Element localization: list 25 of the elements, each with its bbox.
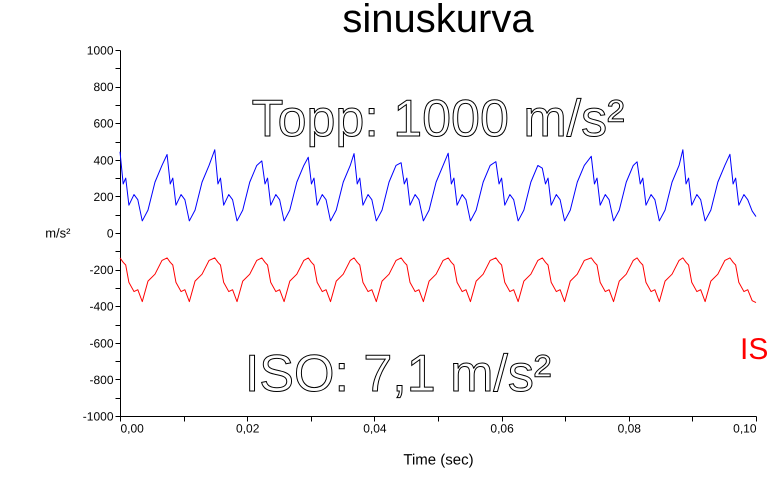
y-tick-label: 600 xyxy=(93,116,114,131)
y-tick-label: 200 xyxy=(93,190,114,204)
x-tick-label: 0,00 xyxy=(120,422,144,436)
y-tick-label: 1000 xyxy=(86,44,114,58)
y-tick-label: 800 xyxy=(93,80,114,94)
line-series xyxy=(120,257,756,304)
y-tick-label: -600 xyxy=(89,336,114,350)
x-tick-label: 0,02 xyxy=(236,422,260,436)
annotation: Topp: 1000 m/s² xyxy=(252,90,624,148)
y-tick-label: -400 xyxy=(89,300,114,314)
chart-title: sinuskurva xyxy=(342,0,534,41)
x-axis-title: Time (sec) xyxy=(403,452,474,468)
x-tick-label: 0,04 xyxy=(363,422,387,436)
y-tick-label: 400 xyxy=(93,153,114,168)
y-tick-label: -200 xyxy=(89,263,114,278)
y-tick-label: 0 xyxy=(106,226,114,240)
line-series xyxy=(120,149,756,222)
y-tick-label: -800 xyxy=(89,372,114,387)
y-axis-title: m/s² xyxy=(45,226,72,240)
x-tick-label: 0,08 xyxy=(618,422,642,436)
annotation: ISO: 7,1 m/s² xyxy=(244,345,552,403)
x-tick-label: 0,06 xyxy=(490,422,514,436)
y-tick-label: -1000 xyxy=(82,410,114,424)
annotation: IS xyxy=(740,333,768,366)
x-tick-label: 0,10 xyxy=(733,422,757,436)
